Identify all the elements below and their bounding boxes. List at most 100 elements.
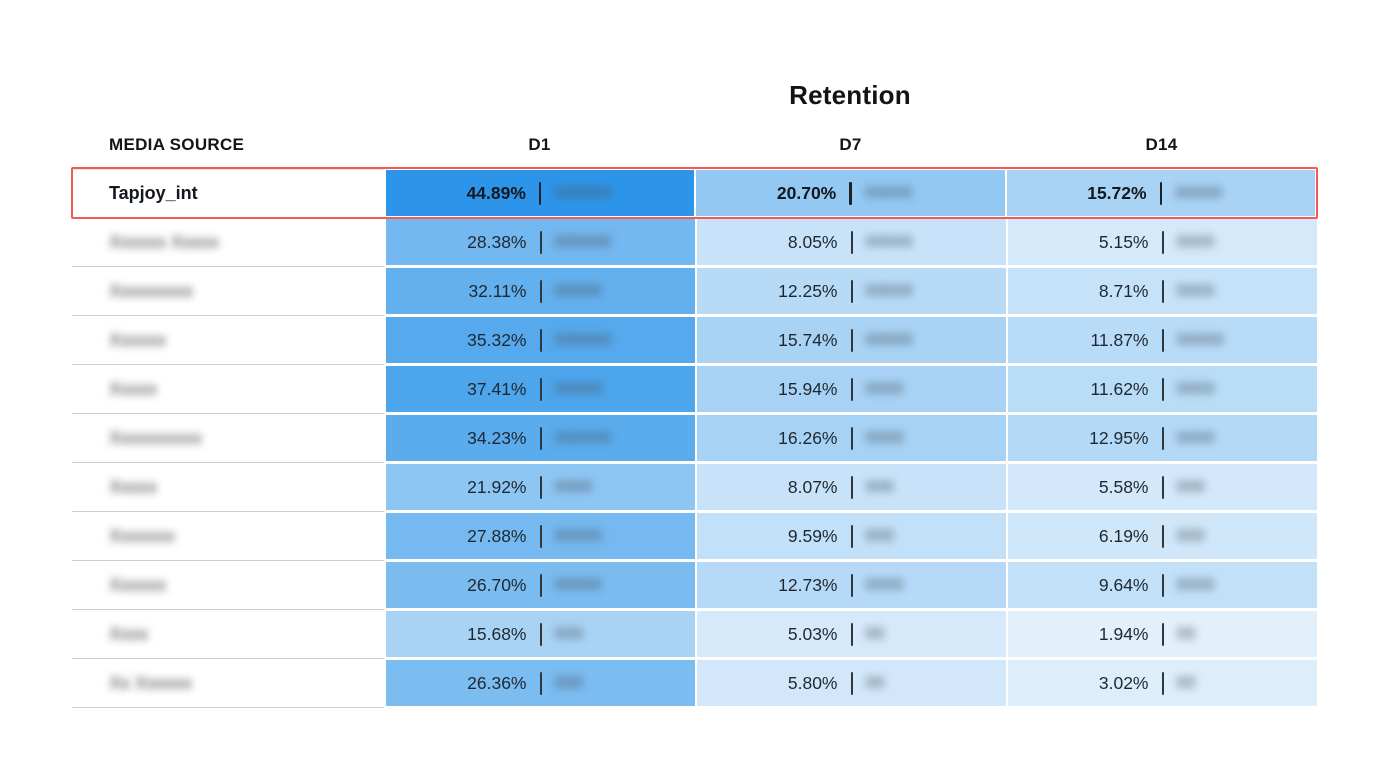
d14-retention-cell: 12.95% 0000 xyxy=(1008,415,1317,461)
retention-percentage: 27.88% xyxy=(467,525,527,546)
table-row[interactable]: Xxxxxxx 27.88% 00000 9.59% 000 6.19% 000 xyxy=(72,512,1317,561)
retention-percentage: 35.32% xyxy=(467,329,527,350)
retention-percentage: 37.41% xyxy=(467,378,527,399)
value-divider-bar xyxy=(1161,426,1164,450)
table-row[interactable]: Xxxx 15.68% 000 5.03% 00 1.94% 00 xyxy=(72,610,1317,659)
retention-percentage: 28.38% xyxy=(467,231,527,252)
media-source-label: Xx Xxxxxx xyxy=(109,672,193,693)
d1-retention-cell: 44.89% 000000 xyxy=(386,170,695,216)
media-source-cell: Xxxxxxxxxx xyxy=(72,414,384,463)
retention-count-blurred: 000 xyxy=(554,624,583,643)
table-row-highlighted[interactable]: Tapjoy_int 44.89% 000000 20.70% 00000 15… xyxy=(71,167,1318,219)
retention-count-blurred: 00000 xyxy=(864,183,913,202)
column-header-d14[interactable]: D14 xyxy=(1145,135,1178,154)
value-divider-bar xyxy=(539,622,542,646)
d14-retention-cell: 11.62% 0000 xyxy=(1008,366,1317,412)
retention-count-blurred: 000000 xyxy=(554,183,612,202)
retention-percentage: 3.02% xyxy=(1098,672,1149,693)
d7-retention-cell: 20.70% 00000 xyxy=(696,170,1005,216)
retention-count-blurred: 0000 xyxy=(865,428,904,447)
retention-count-blurred: 0000 xyxy=(1176,428,1215,447)
retention-count-blurred: 00000 xyxy=(1176,330,1224,349)
table-row[interactable]: Xxxxx 21.92% 0000 8.07% 000 5.58% 000 xyxy=(72,463,1317,512)
value-divider-bar xyxy=(539,475,542,499)
retention-percentage: 8.05% xyxy=(787,231,838,252)
value-divider-bar xyxy=(850,377,853,401)
d7-retention-cell: 12.73% 0000 xyxy=(697,562,1006,608)
media-source-cell: Xxxxx xyxy=(72,365,384,414)
media-source-label: Xxxx xyxy=(109,623,149,644)
value-divider-bar xyxy=(539,230,542,254)
retention-percentage: 26.70% xyxy=(467,574,527,595)
d7-retention-cell: 5.80% 00 xyxy=(697,660,1006,706)
table-row[interactable]: Xxxxxx 35.32% 000000 15.74% 00000 11.87%… xyxy=(72,316,1317,365)
retention-percentage: 5.80% xyxy=(787,672,838,693)
value-divider-bar xyxy=(539,328,542,352)
media-source-label: Xxxxxxxxx xyxy=(109,280,194,301)
retention-percentage: 5.58% xyxy=(1098,476,1149,497)
media-source-label: Tapjoy_int xyxy=(109,183,198,203)
value-divider-bar xyxy=(539,426,542,450)
value-divider-bar xyxy=(1161,573,1164,597)
d14-retention-cell: 1.94% 00 xyxy=(1008,611,1317,657)
d1-retention-cell: 15.68% 000 xyxy=(386,611,695,657)
retention-percentage: 5.15% xyxy=(1098,231,1149,252)
media-source-label: Xxxxxx xyxy=(109,329,167,350)
value-divider-bar xyxy=(850,230,853,254)
retention-percentage: 9.59% xyxy=(787,525,838,546)
column-header-d7[interactable]: D7 xyxy=(839,135,862,154)
column-header-media-source[interactable]: MEDIA SOURCE xyxy=(109,135,245,154)
d14-retention-cell: 3.02% 00 xyxy=(1008,660,1317,706)
retention-percentage: 21.92% xyxy=(467,476,527,497)
value-divider-bar xyxy=(1161,475,1164,499)
value-divider-bar xyxy=(1161,279,1164,303)
d1-retention-cell: 26.36% 000 xyxy=(386,660,695,706)
retention-count-blurred: 00000 xyxy=(554,281,602,300)
d7-retention-cell: 5.03% 00 xyxy=(697,611,1006,657)
retention-count-blurred: 00000 xyxy=(865,330,913,349)
value-divider-bar xyxy=(539,279,542,303)
table-body: Tapjoy_int 44.89% 000000 20.70% 00000 15… xyxy=(71,167,1318,708)
value-divider-bar xyxy=(1161,671,1164,695)
retention-count-blurred: 00000 xyxy=(865,232,913,251)
d1-retention-cell: 26.70% 00000 xyxy=(386,562,695,608)
retention-percentage: 20.70% xyxy=(776,182,837,203)
value-divider-bar xyxy=(850,328,853,352)
retention-count-blurred: 00 xyxy=(1176,673,1196,692)
d14-retention-cell: 5.15% 0000 xyxy=(1008,219,1317,265)
retention-percentage: 11.62% xyxy=(1090,378,1149,399)
table-row[interactable]: Xxxxx 37.41% 00000 15.94% 0000 11.62% 00… xyxy=(72,365,1317,414)
retention-count-blurred: 00 xyxy=(1176,624,1196,643)
retention-percentage: 12.25% xyxy=(778,280,838,301)
table-row[interactable]: Xxxxxx 26.70% 00000 12.73% 0000 9.64% 00… xyxy=(72,561,1317,610)
media-source-label: Xxxxx xyxy=(109,378,158,399)
table-row[interactable]: Xxxxxx Xxxxx 28.38% 000000 8.05% 00000 5… xyxy=(72,218,1317,267)
retention-count-blurred: 0000 xyxy=(865,575,904,594)
d1-retention-cell: 21.92% 0000 xyxy=(386,464,695,510)
d1-retention-cell: 35.32% 000000 xyxy=(386,317,695,363)
table-row[interactable]: Xxxxxxxxxx 34.23% 000000 16.26% 0000 12.… xyxy=(72,414,1317,463)
column-header-d1[interactable]: D1 xyxy=(528,135,551,154)
d1-retention-cell: 37.41% 00000 xyxy=(386,366,695,412)
media-source-cell: Xxxxxxxxx xyxy=(72,267,384,316)
d14-retention-cell: 5.58% 000 xyxy=(1008,464,1317,510)
retention-count-blurred: 00 xyxy=(865,673,885,692)
value-divider-bar xyxy=(1161,377,1164,401)
media-source-cell: Xxxx xyxy=(72,610,384,659)
value-divider-bar xyxy=(849,181,852,205)
media-source-label: Xxxxxxx xyxy=(109,525,176,546)
value-divider-bar xyxy=(1161,622,1164,646)
d14-retention-cell: 8.71% 0000 xyxy=(1008,268,1317,314)
table-row[interactable]: Xxxxxxxxx 32.11% 00000 12.25% 00000 8.71… xyxy=(72,267,1317,316)
value-divider-bar xyxy=(850,622,853,646)
retention-count-blurred: 000000 xyxy=(554,232,612,251)
page-title: Retention xyxy=(789,80,911,110)
retention-percentage: 12.73% xyxy=(778,574,838,595)
retention-percentage: 15.74% xyxy=(778,329,838,350)
retention-count-blurred: 00000 xyxy=(1175,183,1223,202)
retention-count-blurred: 00000 xyxy=(554,526,602,545)
d1-retention-cell: 28.38% 000000 xyxy=(386,219,695,265)
retention-percentage: 12.95% xyxy=(1089,427,1149,448)
table-row[interactable]: Xx Xxxxxx 26.36% 000 5.80% 00 3.02% 00 xyxy=(72,659,1317,708)
